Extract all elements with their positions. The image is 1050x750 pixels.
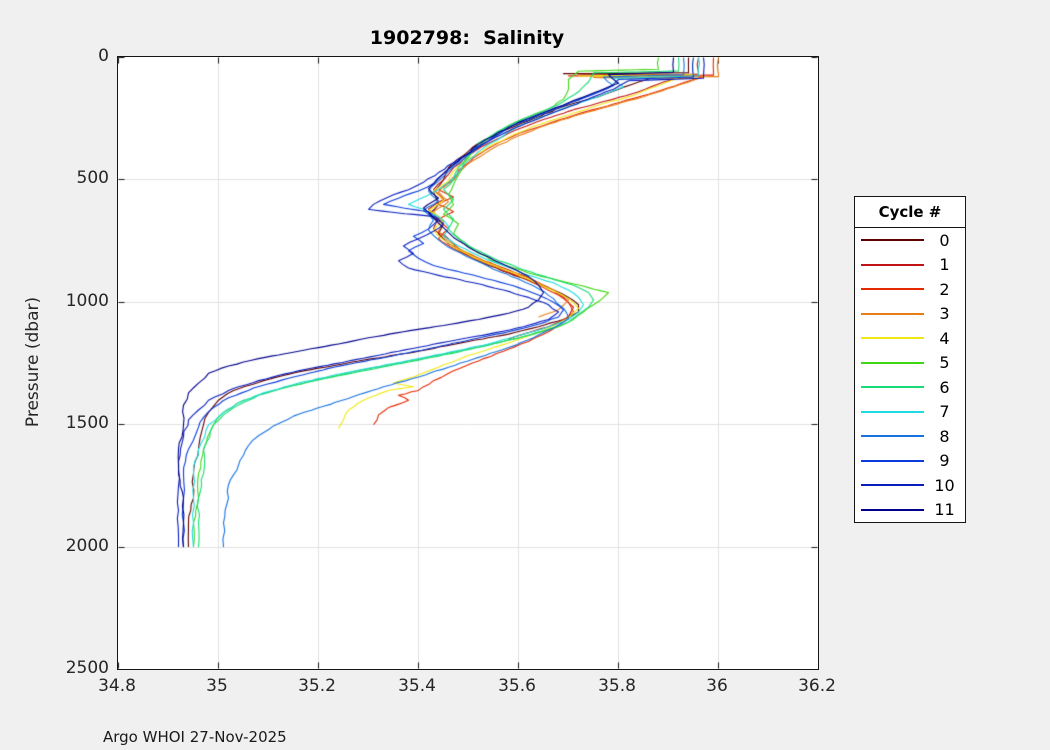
legend-entry: 10 — [855, 473, 965, 497]
legend-entry: 6 — [855, 375, 965, 399]
x-tick-label: 35.4 — [398, 676, 436, 696]
legend-line-sample — [861, 435, 924, 438]
legend-line-sample — [861, 484, 924, 487]
legend-entry-label: 1 — [939, 255, 950, 275]
legend-entry: 5 — [855, 351, 965, 375]
legend-rows: 0 1 2 3 4 5 6 7 8 9 10 11 — [855, 228, 965, 522]
legend: Cycle # 0 1 2 3 4 5 6 7 8 9 10 11 — [854, 196, 966, 523]
legend-line-sample — [861, 239, 924, 242]
y-tick-label: 1000 — [65, 290, 109, 311]
legend-entry: 11 — [855, 498, 965, 522]
legend-entry: 7 — [855, 400, 965, 424]
y-tick-label: 500 — [76, 168, 109, 189]
legend-line-sample — [861, 508, 924, 511]
y-tick-label: 2500 — [65, 658, 109, 678]
legend-line-sample — [861, 386, 924, 389]
x-tick-label: 35 — [206, 676, 228, 696]
legend-entry: 9 — [855, 449, 965, 473]
legend-entry-label: 8 — [939, 426, 950, 446]
legend-entry: 8 — [855, 424, 965, 448]
legend-line-sample — [861, 263, 924, 266]
x-tick-label: 34.8 — [98, 676, 136, 696]
y-tick-label: 1500 — [65, 413, 109, 434]
legend-title: Cycle # — [855, 197, 965, 228]
legend-entry: 0 — [855, 228, 965, 252]
plot-title: 1902798: Salinity — [369, 27, 565, 49]
x-tick-label: 35.2 — [298, 676, 336, 696]
x-tick-label: 36 — [706, 676, 728, 696]
legend-entry-label: 5 — [939, 353, 950, 373]
y-tick-label: 2000 — [65, 535, 109, 556]
legend-entry-label: 7 — [939, 402, 950, 422]
legend-entry-label: 2 — [939, 279, 950, 299]
legend-entry-label: 3 — [939, 304, 950, 324]
legend-entry-label: 4 — [939, 328, 950, 348]
legend-entry-label: 6 — [939, 377, 950, 397]
legend-entry: 3 — [855, 302, 965, 326]
watermark-text: Argo WHOI 27-Nov-2025 — [103, 728, 287, 746]
x-tick-label: 35.6 — [498, 676, 536, 696]
legend-entry: 4 — [855, 326, 965, 350]
legend-entry: 2 — [855, 277, 965, 301]
legend-line-sample — [861, 361, 924, 364]
legend-line-sample — [861, 459, 924, 462]
legend-entry-label: 9 — [939, 451, 950, 471]
legend-entry-label: 10 — [934, 475, 955, 495]
legend-entry-label: 0 — [939, 230, 950, 250]
legend-entry-label: 11 — [934, 500, 955, 520]
legend-entry: 1 — [855, 253, 965, 277]
x-tick-label: 35.8 — [598, 676, 636, 696]
legend-line-sample — [861, 312, 924, 315]
y-tick-label: 0 — [98, 46, 109, 66]
legend-line-sample — [861, 288, 924, 291]
chart-canvas — [118, 57, 818, 669]
legend-line-sample — [861, 410, 924, 413]
plot-area — [117, 56, 819, 670]
x-tick-label: 36.2 — [798, 676, 836, 696]
legend-line-sample — [861, 337, 924, 340]
